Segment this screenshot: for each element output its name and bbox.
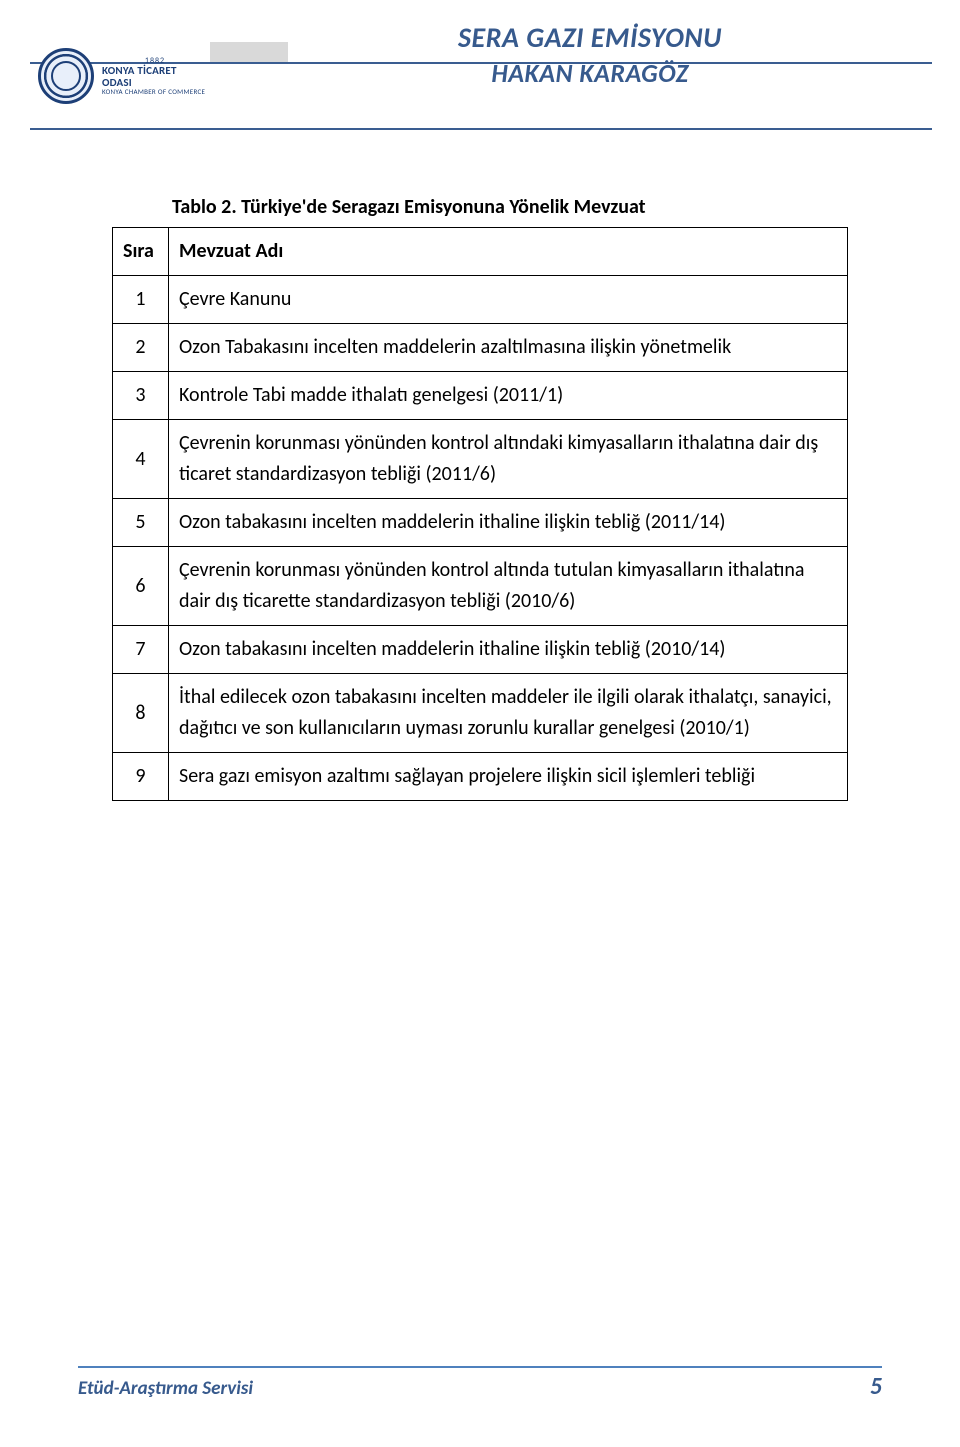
header-grey-bar: [210, 42, 288, 62]
row-number: 1: [113, 276, 169, 324]
row-number: 5: [113, 499, 169, 547]
table-row: 5 Ozon tabakasını incelten maddelerin it…: [113, 499, 848, 547]
table-row: 2 Ozon Tabakasını incelten maddelerin az…: [113, 324, 848, 372]
row-number: 7: [113, 626, 169, 674]
table-row: 7 Ozon tabakasını incelten maddelerin it…: [113, 626, 848, 674]
row-text: Çevrenin korunması yönünden kontrol altı…: [169, 420, 848, 499]
row-text: İthal edilecek ozon tabakasını incelten …: [169, 674, 848, 753]
footer: Etüd-Araştırma Servisi 5: [78, 1366, 882, 1401]
table-row: 3 Kontrole Tabi madde ithalatı genelgesi…: [113, 372, 848, 420]
header-title: SERA GAZI EMİSYONU HAKAN KARAGÖZ: [290, 20, 890, 89]
mevzuat-table: Sıra Mevzuat Adı 1 Çevre Kanunu 2 Ozon T…: [112, 227, 848, 801]
table-caption: Tablo 2. Türkiye'de Seragazı Emisyonuna …: [172, 195, 848, 219]
header-title-line1: SERA GAZI EMİSYONU: [290, 20, 890, 55]
row-text: Çevre Kanunu: [169, 276, 848, 324]
col-header-sira: Sıra: [113, 228, 169, 276]
logo-sub: KONYA CHAMBER OF COMMERCE: [102, 88, 208, 95]
table-header-row: Sıra Mevzuat Adı: [113, 228, 848, 276]
row-text: Çevrenin korunması yönünden kontrol altı…: [169, 547, 848, 626]
row-text: Ozon tabakasını incelten maddelerin itha…: [169, 626, 848, 674]
col-header-adi: Mevzuat Adı: [169, 228, 848, 276]
row-number: 4: [113, 420, 169, 499]
row-number: 2: [113, 324, 169, 372]
logo-emblem-icon: [38, 48, 94, 104]
row-number: 6: [113, 547, 169, 626]
table-row: 6 Çevrenin korunması yönünden kontrol al…: [113, 547, 848, 626]
row-number: 8: [113, 674, 169, 753]
page: 1882 KONYA TİCARET ODASI KONYA CHAMBER O…: [0, 0, 960, 1447]
content: Tablo 2. Türkiye'de Seragazı Emisyonuna …: [112, 195, 848, 801]
logo-main: KONYA TİCARET ODASI: [102, 65, 208, 88]
table-row: 1 Çevre Kanunu: [113, 276, 848, 324]
logo-text: 1882 KONYA TİCARET ODASI KONYA CHAMBER O…: [102, 57, 208, 96]
header-rule-bottom: [30, 128, 932, 130]
row-text: Ozon Tabakasını incelten maddelerin azal…: [169, 324, 848, 372]
header-title-line2: HAKAN KARAGÖZ: [290, 57, 890, 89]
table-row: 4 Çevrenin korunması yönünden kontrol al…: [113, 420, 848, 499]
row-text: Kontrole Tabi madde ithalatı genelgesi (…: [169, 372, 848, 420]
row-number: 9: [113, 753, 169, 801]
row-text: Sera gazı emisyon azaltımı sağlayan proj…: [169, 753, 848, 801]
row-number: 3: [113, 372, 169, 420]
table-row: 8 İthal edilecek ozon tabakasını incelte…: [113, 674, 848, 753]
header: 1882 KONYA TİCARET ODASI KONYA CHAMBER O…: [0, 20, 960, 128]
table-row: 9 Sera gazı emisyon azaltımı sağlayan pr…: [113, 753, 848, 801]
row-text: Ozon tabakasını incelten maddelerin itha…: [169, 499, 848, 547]
org-logo: 1882 KONYA TİCARET ODASI KONYA CHAMBER O…: [38, 30, 208, 122]
page-number: 5: [870, 1372, 882, 1401]
footer-left: Etüd-Araştırma Servisi: [78, 1377, 253, 1400]
